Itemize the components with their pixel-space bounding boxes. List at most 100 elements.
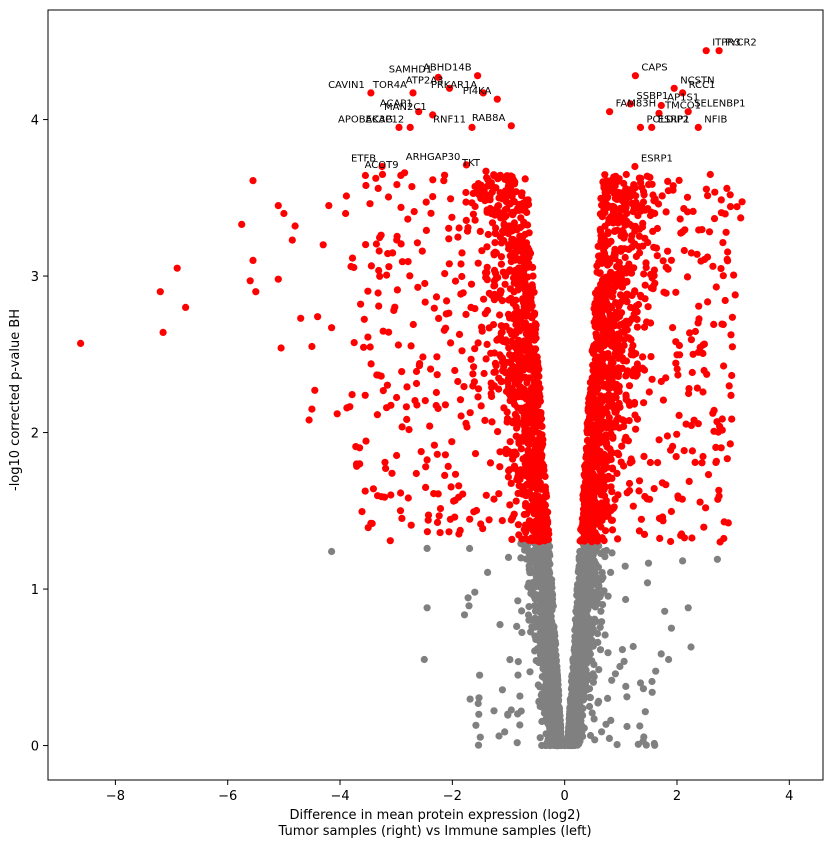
data-point-nonsignificant bbox=[621, 562, 629, 570]
data-point-significant bbox=[584, 407, 592, 415]
data-point-significant bbox=[629, 502, 637, 510]
gene-label: CAVIN1 bbox=[328, 80, 365, 91]
data-point-significant bbox=[509, 513, 517, 522]
data-point-significant bbox=[441, 451, 449, 459]
data-point-significant bbox=[706, 170, 714, 179]
data-point-nonsignificant bbox=[535, 697, 543, 705]
data-point-significant bbox=[590, 394, 598, 402]
data-point-significant bbox=[533, 537, 541, 545]
data-point-significant bbox=[432, 401, 440, 410]
data-point-significant bbox=[528, 357, 536, 365]
data-point-significant bbox=[378, 170, 387, 178]
data-point-significant bbox=[614, 372, 622, 380]
data-point-nonsignificant bbox=[507, 706, 515, 714]
data-point-significant bbox=[506, 438, 514, 446]
data-point-significant bbox=[525, 329, 534, 337]
data-point-nonsignificant bbox=[596, 623, 604, 631]
data-point-nonsignificant bbox=[604, 694, 612, 703]
data-point-significant bbox=[493, 204, 501, 212]
data-point-significant bbox=[498, 377, 506, 385]
data-point-nonsignificant bbox=[629, 642, 637, 651]
data-point-significant bbox=[617, 206, 625, 214]
data-point-significant bbox=[669, 324, 677, 332]
data-point-significant bbox=[498, 517, 506, 525]
data-point-significant bbox=[591, 323, 599, 331]
data-point-significant bbox=[583, 429, 592, 437]
y-tick-label: 1 bbox=[31, 583, 39, 598]
data-point-significant bbox=[433, 518, 442, 527]
data-point-significant bbox=[474, 259, 482, 267]
data-point-significant bbox=[598, 276, 607, 284]
data-point-significant bbox=[618, 364, 626, 372]
data-point-significant bbox=[528, 281, 536, 289]
data-point-significant bbox=[513, 226, 521, 234]
data-point-nonsignificant bbox=[590, 715, 598, 723]
data-point-significant bbox=[432, 388, 440, 397]
data-point-significant bbox=[505, 390, 513, 398]
data-point-nonsignificant bbox=[420, 655, 428, 664]
data-point-labeled bbox=[694, 123, 702, 131]
data-point-significant bbox=[358, 508, 366, 516]
data-point-significant bbox=[529, 506, 537, 514]
data-point-significant bbox=[491, 239, 499, 247]
data-point-labeled bbox=[378, 162, 386, 171]
gene-label: ITPR3 bbox=[712, 38, 740, 49]
data-point-nonsignificant bbox=[590, 557, 599, 565]
data-point-significant bbox=[497, 260, 505, 268]
data-point-significant bbox=[634, 204, 642, 212]
data-point-significant bbox=[599, 314, 607, 322]
data-point-significant bbox=[457, 412, 465, 420]
data-point-significant bbox=[375, 247, 383, 255]
data-point-significant bbox=[625, 382, 634, 390]
data-point-nonsignificant bbox=[571, 626, 579, 634]
data-point-nonsignificant bbox=[548, 657, 556, 665]
data-point-nonsignificant bbox=[587, 546, 595, 554]
data-point-nonsignificant bbox=[547, 582, 555, 590]
data-point-nonsignificant bbox=[607, 716, 615, 725]
data-point-significant bbox=[366, 343, 374, 351]
data-point-significant bbox=[403, 415, 411, 423]
data-point-significant bbox=[333, 410, 341, 418]
data-point-significant bbox=[685, 477, 693, 485]
data-point-significant bbox=[427, 365, 435, 373]
data-point-significant bbox=[641, 281, 649, 289]
data-point-significant bbox=[369, 485, 377, 493]
data-point-significant bbox=[422, 226, 430, 234]
data-point-nonsignificant bbox=[585, 629, 593, 638]
data-point-significant bbox=[505, 200, 513, 208]
data-point-significant bbox=[664, 265, 672, 273]
data-point-nonsignificant bbox=[526, 668, 534, 676]
data-point-significant bbox=[592, 362, 600, 371]
data-point-significant bbox=[374, 289, 382, 297]
gene-label: ACAP1 bbox=[380, 99, 413, 110]
data-point-significant bbox=[597, 322, 605, 330]
data-point-significant bbox=[597, 237, 605, 246]
data-point-significant bbox=[471, 305, 479, 313]
data-point-significant bbox=[528, 456, 536, 464]
data-point-significant bbox=[709, 262, 717, 270]
data-point-nonsignificant bbox=[475, 710, 483, 718]
data-point-significant bbox=[311, 386, 319, 394]
data-point-significant bbox=[483, 306, 492, 315]
data-point-significant bbox=[490, 282, 498, 290]
data-point-significant bbox=[348, 254, 357, 262]
data-point-significant bbox=[599, 328, 607, 336]
data-point-significant bbox=[367, 262, 375, 270]
data-point-significant bbox=[511, 253, 519, 261]
data-point-significant bbox=[460, 383, 468, 391]
data-point-nonsignificant bbox=[585, 581, 593, 590]
data-point-significant bbox=[633, 308, 641, 316]
data-point-nonsignificant bbox=[585, 616, 593, 624]
data-point-significant bbox=[502, 336, 510, 344]
data-point-significant bbox=[462, 198, 470, 206]
data-point-significant bbox=[441, 471, 449, 479]
data-point-significant bbox=[627, 236, 635, 244]
data-point-significant bbox=[521, 459, 529, 468]
data-point-significant bbox=[685, 385, 693, 393]
data-point-significant bbox=[697, 257, 705, 265]
data-point-labeled bbox=[406, 123, 414, 131]
data-point-significant bbox=[600, 486, 608, 494]
data-point-significant bbox=[488, 291, 496, 300]
data-point-significant bbox=[615, 175, 623, 183]
